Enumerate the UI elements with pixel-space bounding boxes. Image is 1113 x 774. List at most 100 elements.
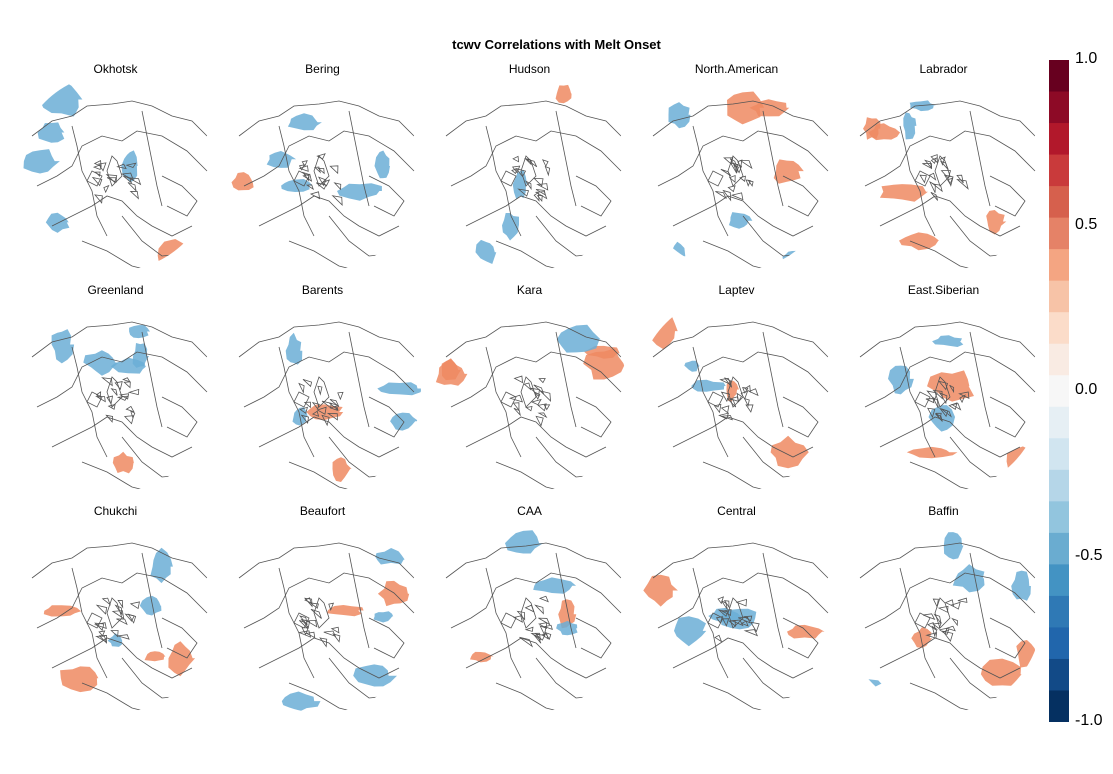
island-outline: [938, 627, 948, 635]
island-outline: [726, 397, 737, 408]
positive-correlation-patch: [435, 358, 468, 386]
negative-correlation-patch: [556, 324, 601, 353]
coastline-path: [238, 542, 415, 579]
island-outline: [120, 172, 135, 181]
coastline-path: [368, 175, 405, 217]
island-outline: [117, 634, 130, 640]
island-outline: [932, 598, 939, 608]
positive-correlation-patch: [879, 184, 928, 202]
coastline-path: [989, 175, 1026, 217]
island-outline: [541, 159, 549, 168]
island-outline: [729, 158, 738, 169]
coastline-path: [742, 215, 804, 257]
coastline-path: [864, 572, 1036, 629]
polar-map: [238, 542, 415, 713]
island-outline: [511, 165, 521, 174]
island-outline: [722, 189, 732, 202]
island-outline: [736, 392, 743, 403]
negative-correlation-patch: [556, 620, 578, 636]
coastline-path: [86, 391, 103, 408]
coastline-path: [914, 170, 931, 187]
positive-correlation-patch: [643, 574, 678, 607]
island-outline: [950, 601, 961, 610]
coastline-path: [762, 110, 784, 207]
island-outline: [309, 191, 321, 200]
map-layer: [859, 100, 1036, 271]
polar-map: [859, 321, 1042, 492]
negative-correlation-patch: [844, 677, 882, 690]
island-outline: [304, 597, 312, 604]
island-outline: [721, 415, 734, 421]
negative-correlation-patch: [266, 151, 297, 168]
coastline-path: [969, 552, 991, 649]
island-outline: [110, 630, 119, 638]
island-outline: [299, 406, 309, 414]
island-outline: [524, 180, 532, 191]
island-outline: [316, 182, 327, 190]
colorbar-segment: [1049, 501, 1069, 534]
coastline-path: [555, 331, 577, 428]
polar-map: [23, 79, 208, 271]
island-outline: [717, 596, 724, 605]
colorbar-segment: [1049, 595, 1069, 629]
coastline-path: [161, 175, 198, 217]
coastline-path: [782, 396, 819, 438]
panel-title: Okhotsk: [93, 62, 138, 76]
island-outline: [534, 604, 544, 615]
island-outline: [111, 610, 125, 620]
coastline-path: [909, 240, 981, 271]
island-outline: [127, 613, 137, 624]
island-outline: [720, 405, 730, 414]
polar-map: [435, 321, 626, 492]
negative-correlation-patch: [51, 329, 75, 364]
negative-correlation-patch: [943, 532, 964, 560]
coastline-path: [949, 436, 1011, 478]
island-outline: [544, 165, 551, 177]
colorbar-segment: [1049, 406, 1069, 439]
colorbar-tick-label: -0.5: [1075, 546, 1103, 564]
map-panel: Central: [633, 504, 840, 719]
island-outline: [748, 388, 759, 397]
island-outline: [517, 188, 530, 197]
island-outline: [512, 615, 523, 623]
coastline-path: [495, 682, 567, 713]
island-outline: [927, 407, 936, 419]
coastline-path: [161, 617, 198, 659]
island-outline: [944, 599, 955, 608]
map-panel: Bering: [219, 62, 426, 277]
positive-correlation-patch: [868, 123, 901, 141]
island-outline: [739, 160, 753, 170]
coastline-path: [879, 195, 1021, 237]
coastline-path: [727, 376, 744, 408]
negative-correlation-patch: [377, 382, 421, 396]
polar-map: [31, 321, 208, 492]
coastline-path: [702, 461, 774, 492]
coastline-path: [293, 391, 310, 408]
island-outline: [932, 622, 942, 630]
coastline-path: [500, 391, 517, 408]
coastline-path: [657, 130, 829, 187]
island-outline: [929, 181, 936, 193]
island-outline: [123, 381, 131, 389]
island-outline: [930, 157, 938, 164]
island-outline: [958, 391, 970, 399]
positive-correlation-patch: [326, 605, 364, 617]
island-outline: [524, 604, 535, 613]
island-outline: [107, 403, 116, 410]
coastline-path: [657, 351, 829, 408]
map-panel: Barents: [219, 283, 426, 498]
negative-correlation-patch: [1011, 570, 1031, 601]
coastline-path: [864, 130, 1036, 187]
coastline-path: [555, 110, 577, 207]
panel-title: Greenland: [87, 283, 144, 297]
coastline-path: [465, 195, 607, 237]
island-outline: [316, 406, 327, 415]
island-outline: [98, 630, 106, 637]
map-layer: [844, 532, 1037, 713]
island-outline: [740, 620, 749, 627]
coastline-path: [243, 130, 415, 187]
polar-map: [649, 305, 829, 492]
island-outline: [538, 390, 552, 402]
island-outline: [937, 605, 949, 613]
island-outline: [317, 167, 325, 175]
